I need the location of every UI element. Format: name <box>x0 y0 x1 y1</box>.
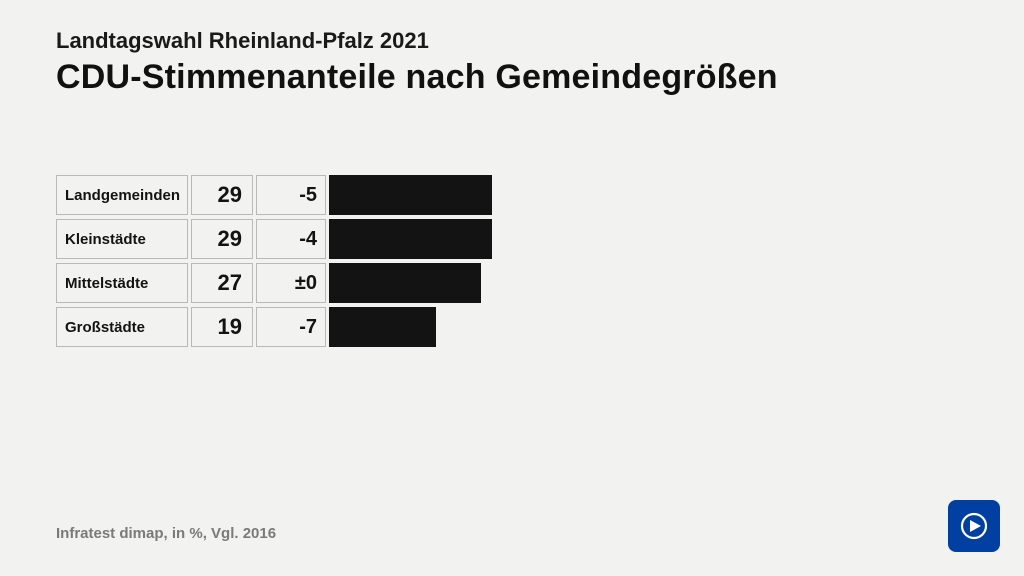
table-row: Kleinstädte 29 -4 <box>56 219 526 259</box>
row-label: Mittelstädte <box>56 263 188 303</box>
bar-track <box>329 307 526 347</box>
chart-supertitle: Landtagswahl Rheinland-Pfalz 2021 <box>56 28 968 54</box>
row-value: 19 <box>191 307 253 347</box>
bar <box>329 219 492 259</box>
bar-chart: Landgemeinden 29 -5 Kleinstädte 29 -4 Mi… <box>56 175 526 347</box>
row-label: Kleinstädte <box>56 219 188 259</box>
bar <box>329 263 481 303</box>
row-change: -5 <box>256 175 326 215</box>
row-change: -7 <box>256 307 326 347</box>
chart-source: Infratest dimap, in %, Vgl. 2016 <box>56 525 276 542</box>
table-row: Mittelstädte 27 ±0 <box>56 263 526 303</box>
chart-title: CDU-Stimmenanteile nach Gemeindegrößen <box>56 58 968 97</box>
bar <box>329 307 436 347</box>
row-label: Großstädte <box>56 307 188 347</box>
bar-track <box>329 175 526 215</box>
table-row: Großstädte 19 -7 <box>56 307 526 347</box>
play-eye-icon <box>957 509 991 543</box>
row-change: ±0 <box>256 263 326 303</box>
broadcaster-logo <box>948 500 1000 552</box>
bar-track <box>329 263 526 303</box>
row-label: Landgemeinden <box>56 175 188 215</box>
row-value: 27 <box>191 263 253 303</box>
bar-track <box>329 219 526 259</box>
row-value: 29 <box>191 219 253 259</box>
row-value: 29 <box>191 175 253 215</box>
table-row: Landgemeinden 29 -5 <box>56 175 526 215</box>
bar <box>329 175 492 215</box>
row-change: -4 <box>256 219 326 259</box>
